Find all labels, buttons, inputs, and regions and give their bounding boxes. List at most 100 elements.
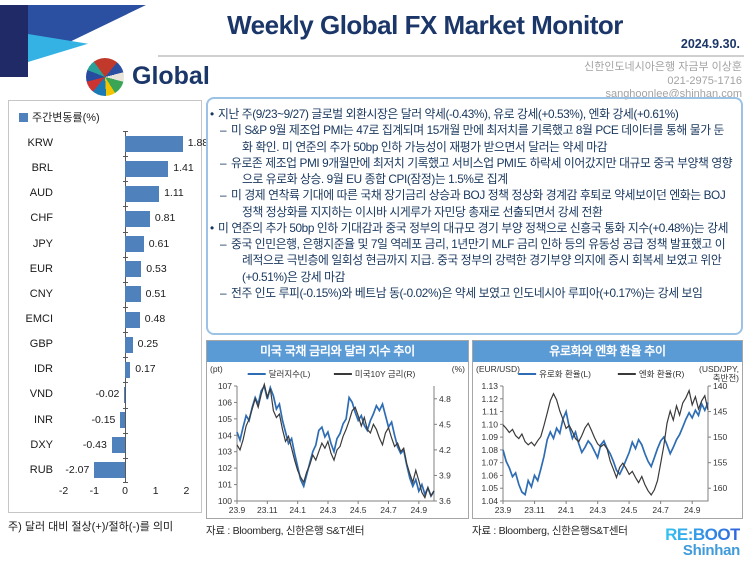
bar-value: 0.53 (146, 262, 167, 275)
bar-value: 1.11 (164, 187, 184, 200)
us-rates-dollar-panel: 미국 국채 금리와 달러 지수 추이 107 106 105 104 103 102 101… (206, 340, 469, 519)
bar-x-axis: -2 -1 0 1 2 (59, 485, 191, 499)
bullet-item: • 미 연준의 추가 50bp 인하 기대감과 중국 정부의 대규모 경기 부양… (210, 220, 729, 235)
bar-GBP (125, 336, 133, 353)
bar-CNY (125, 286, 141, 303)
left-tick-label: 1.09 (481, 432, 498, 442)
weekly-change-panel: 주간변동률(%) 1.88 1.41 1.11 0.81 0.61 0.53 0.51 0.4… (8, 100, 208, 513)
bar-value: 0.25 (137, 338, 159, 351)
currency-label: AUD (29, 187, 53, 200)
bar-VND (124, 386, 125, 404)
x-tick-label: 24.5 (621, 505, 638, 515)
contact-author: 신한인도네시아은행 자금부 이상훈 (584, 61, 742, 73)
left-tick-label: 1.11 (482, 407, 498, 417)
right-tick-label: 145 (713, 407, 727, 417)
x-tick-label: 24.1 (558, 505, 575, 515)
page-title: Weekly Global FX Market Monitor (227, 10, 623, 40)
axis-tick (122, 482, 128, 483)
left-tick-label: 100 (218, 496, 232, 506)
axis-tick (122, 281, 128, 283)
bullet-text: 중국 인민은행, 은행지준율 및 7일 역레포 금리, 1년만기 MLF 금리 … (231, 237, 726, 284)
market-commentary-box: • 지난 주(9/23~9/27) 글로벌 외환시장은 달러 약세(-0.43%… (206, 97, 743, 335)
x-tick-label: 23.9 (229, 505, 246, 515)
left-tick-label: 1.06 (481, 470, 498, 480)
bullet-text: 미 경제 연착륙 기대에 따른 국채 장기금리 상승과 BOJ 정책 정상화 경… (231, 188, 726, 219)
bar-value: 0.17 (135, 363, 156, 376)
x-tick-label: 24.1 (289, 505, 306, 515)
bar-RUB (94, 462, 125, 479)
source-right: 자료 : Bloomberg, 신한은행S&T센터 (472, 525, 628, 537)
currency-label: GBP (29, 338, 53, 351)
axis-tick (122, 407, 128, 409)
bar-CHF (125, 210, 150, 228)
x-tick-label: 23.11 (257, 505, 278, 515)
right-tick-label: 140 (713, 381, 727, 391)
weekly-change-bar-chart: 1.88 1.41 1.11 0.81 0.61 0.53 0.51 0.48 0.25 0.17… (15, 131, 208, 483)
left-tick-label: 107 (218, 381, 232, 391)
bar-value: 1.41 (173, 162, 194, 175)
axis-frame (502, 386, 709, 502)
legend-label: 달러지수(L) (269, 369, 311, 379)
axis-tick (122, 231, 128, 233)
bullet-item: – 중국 인민은행, 은행지준율 및 7일 역레포 금리, 1년만기 MLF 금… (220, 237, 726, 284)
bar-value: 0.51 (145, 287, 167, 300)
bullet-item: – 미 경제 연착륙 기대에 따른 국채 장기금리 상승과 BOJ 정책 정상화… (220, 188, 726, 219)
header-divider (158, 55, 744, 57)
eur-jpy-chart: 1.13 1.12 1.11 1.10 1.09 1.08 1.07 1.06 1.05 1.04… (476, 364, 739, 515)
left-tick-label: 1.08 (481, 445, 498, 455)
series-right (502, 388, 709, 496)
left-tick-label: 1.07 (481, 458, 498, 468)
right-tick-label: 4.2 (439, 445, 451, 455)
axis-tick (122, 131, 128, 132)
left-tick-label: 102 (218, 463, 232, 473)
x-tick-label: 24.5 (350, 505, 367, 515)
bar-value: 0.81 (154, 212, 176, 225)
bar-legend: 주간변동률(%) (19, 109, 100, 125)
right-axis-title: (USD/JPY, (699, 364, 739, 374)
bullet-text: 유로존 제조업 PMI 9개월만에 최저치 기록했고 서비스업 PMI도 하락세… (231, 155, 733, 187)
axis-tick (122, 457, 128, 459)
bar-plot-area: 1.88 1.41 1.11 0.81 0.61 0.53 0.51 0.48 0.25 0.17… (59, 131, 208, 483)
x-tick-label: 24.7 (380, 505, 397, 515)
right-tick-label: 3.9 (439, 470, 451, 480)
x-tick-label: 2 (183, 485, 190, 497)
shinhan-wordmark: Shinhan (682, 542, 740, 559)
bar-chart-footnote: 주) 달러 대비 절상(+)/절하(-)를 의미 (8, 521, 174, 533)
bar-KRW (125, 135, 183, 152)
legend-label: 유로화 환율(L) (539, 369, 591, 379)
bullet-item: – 유로존 제조업 PMI 9개월만에 최저치 기록했고 서비스업 PMI도 하… (220, 155, 733, 187)
globe-flags-icon (86, 58, 124, 96)
currency-label: VND (29, 388, 53, 401)
bullet-item: – 미 S&P 9월 제조업 PMI는 47로 집계되며 15개월 만에 최저치… (220, 123, 724, 154)
axis-tick (122, 206, 128, 208)
axis-tick (122, 432, 128, 434)
bar-value: -0.43 (82, 438, 107, 451)
right-tick-label: 3.6 (439, 496, 451, 506)
axis-tick (122, 382, 128, 384)
reboot-shinhan-logo: RE:BOOT Shinhan (665, 526, 740, 559)
bar-value: 0.61 (148, 237, 170, 250)
left-tick-label: 1.12 (481, 394, 498, 404)
report-date: 2024.9.30. (680, 37, 740, 51)
x-tick-label: -1 (89, 485, 99, 497)
left-tick-label: 1.10 (481, 419, 498, 429)
x-tick-label: 24.3 (320, 505, 337, 515)
legend-square-icon (19, 112, 28, 122)
left-axis-title: (EUR/USD) (476, 364, 520, 374)
section-label: Global (132, 62, 210, 90)
bar-JPY (125, 236, 144, 253)
left-tick-label: 1.13 (481, 381, 498, 391)
series-left (502, 401, 709, 497)
x-tick-label: 0 (122, 485, 128, 497)
series-right (236, 381, 435, 500)
chart-title-us-rates-dollar: 미국 국채 금리와 달러 지수 추이 (207, 341, 468, 362)
x-tick-label: 23.11 (524, 505, 545, 515)
right-tick-label: 160 (713, 483, 727, 493)
axis-frame (236, 386, 435, 502)
contact-phone: 021-2975-1716 (667, 74, 742, 87)
bar-DXY (111, 437, 125, 454)
right-tick-label: 4.8 (439, 394, 451, 404)
bar-AUD (125, 185, 160, 202)
left-tick-label: 1.04 (481, 496, 498, 506)
